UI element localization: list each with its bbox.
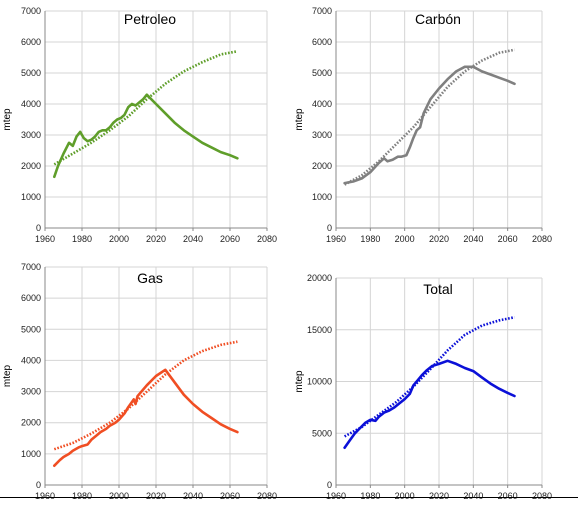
projection-line <box>53 340 238 451</box>
x-tick-label: 2020 <box>429 491 449 501</box>
x-tick-label: 2020 <box>146 234 166 244</box>
y-axis-label: mtep <box>294 108 305 131</box>
y-tick-label: 5000 <box>312 428 332 438</box>
chart-panel-2: 0 1000 2000 3000 4000 5000 6000 7000 1960 1980 200… <box>2 262 277 501</box>
x-tick-label: 1980 <box>72 491 92 501</box>
x-tick-label: 2060 <box>498 491 518 501</box>
y-tick-label: 3000 <box>312 130 332 140</box>
projection-line <box>343 48 515 186</box>
y-tick-label: 15000 <box>307 325 332 335</box>
x-tick-label: 2020 <box>429 234 449 244</box>
chart-title: Total <box>423 281 453 297</box>
y-tick-label: 7000 <box>21 6 41 16</box>
y-tick-label: 6000 <box>312 37 332 47</box>
y-tick-label: 7000 <box>312 6 332 16</box>
y-tick-label: 4000 <box>21 99 41 109</box>
x-tick-label: 2080 <box>532 234 552 244</box>
y-tick-label: 0 <box>36 223 41 233</box>
y-tick-label: 5000 <box>312 68 332 78</box>
y-tick-label: 7000 <box>21 262 41 272</box>
bottom-rule <box>0 497 578 498</box>
y-tick-label: 6000 <box>21 293 41 303</box>
y-tick-label: 0 <box>36 480 41 490</box>
y-axis-label: mtep <box>2 364 13 387</box>
y-tick-label: 6000 <box>21 37 41 47</box>
x-tick-label: 2080 <box>257 491 277 501</box>
y-tick-label: 20000 <box>307 273 332 283</box>
x-tick-label: 2000 <box>109 234 129 244</box>
x-tick-label: 1980 <box>360 234 380 244</box>
x-tick-label: 2080 <box>532 491 552 501</box>
x-tick-label: 2040 <box>183 491 203 501</box>
chart-panel-3: 0 5000 10000 15000 20000 1960 1980 2000 2020 2040… <box>294 273 552 501</box>
x-tick-label: 1960 <box>35 234 55 244</box>
chart-title: Carbón <box>415 11 461 27</box>
y-tick-label: 0 <box>327 223 332 233</box>
x-tick-label: 2000 <box>395 234 415 244</box>
x-tick-label: 2040 <box>183 234 203 244</box>
y-tick-label: 3000 <box>21 387 41 397</box>
y-tick-label: 5000 <box>21 324 41 334</box>
y-tick-label: 1000 <box>21 449 41 459</box>
x-tick-label: 1960 <box>326 491 346 501</box>
projection-line <box>343 316 515 438</box>
y-tick-label: 0 <box>327 480 332 490</box>
x-tick-label: 2060 <box>498 234 518 244</box>
y-tick-label: 2000 <box>312 161 332 171</box>
x-tick-label: 2000 <box>109 491 129 501</box>
y-tick-label: 2000 <box>21 161 41 171</box>
projection-line <box>53 50 238 166</box>
y-tick-label: 1000 <box>312 192 332 202</box>
x-tick-label: 2020 <box>146 491 166 501</box>
y-tick-label: 10000 <box>307 377 332 387</box>
chart-title: Gas <box>137 270 163 286</box>
x-tick-label: 1960 <box>326 234 346 244</box>
data-line <box>52 368 239 468</box>
x-tick-label: 2040 <box>463 491 483 501</box>
y-tick-label: 2000 <box>21 418 41 428</box>
x-tick-label: 2080 <box>257 234 277 244</box>
data-line <box>52 93 239 179</box>
x-tick-label: 1980 <box>360 491 380 501</box>
y-tick-label: 1000 <box>21 192 41 202</box>
x-tick-label: 2040 <box>463 234 483 244</box>
chart-title: Petroleo <box>124 11 176 27</box>
chart-panel-0: 0 1000 2000 3000 4000 5000 6000 7000 1960 1980 200… <box>2 6 277 244</box>
y-tick-label: 3000 <box>21 130 41 140</box>
y-tick-label: 4000 <box>21 355 41 365</box>
y-tick-label: 4000 <box>312 99 332 109</box>
x-tick-label: 1960 <box>35 491 55 501</box>
y-axis-label: mtep <box>2 108 13 131</box>
x-tick-label: 2060 <box>220 234 240 244</box>
x-tick-label: 2000 <box>395 491 415 501</box>
x-tick-label: 2060 <box>220 491 240 501</box>
data-line <box>343 359 516 450</box>
x-tick-label: 1980 <box>72 234 92 244</box>
chart-panel-1: 0 1000 2000 3000 4000 5000 6000 7000 1960 1980 200… <box>294 6 552 244</box>
y-tick-label: 5000 <box>21 68 41 78</box>
y-axis-label: mtep <box>294 370 305 393</box>
